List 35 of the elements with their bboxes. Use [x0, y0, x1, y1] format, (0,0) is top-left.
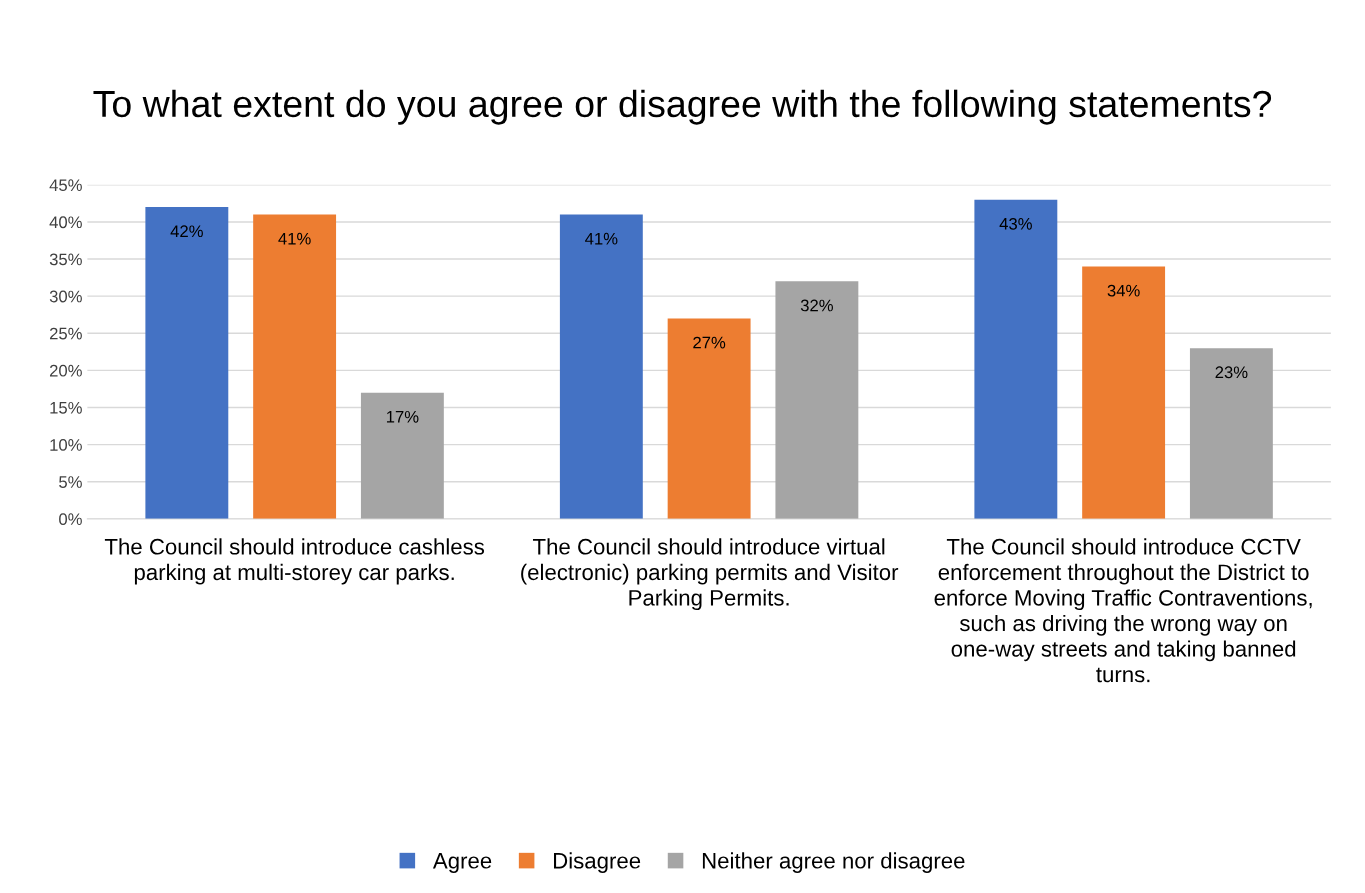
data-label: 41%: [278, 232, 311, 245]
data-label: 27%: [693, 336, 726, 349]
x-tick-label: The Council should introduce CCTV enforcement throughout the District to enforce Moving Traffic Contraventions, such as driving the wrong way on one-way streets and taking banned turns.: [934, 538, 1312, 683]
x-tick-label: The Council should introduce cashless parking at multi-storey car parks.: [104, 538, 485, 585]
y-tick-label: 30%: [49, 290, 82, 303]
bar: [974, 199, 1058, 519]
legend-label: Agree: [432, 853, 492, 873]
data-label: 23%: [1215, 366, 1248, 379]
data-label: 41%: [585, 232, 618, 245]
y-tick-label: 45%: [49, 179, 82, 192]
data-label: 17%: [386, 410, 419, 423]
bar: [145, 207, 229, 519]
bar: [559, 214, 643, 519]
y-tick-label: 40%: [49, 216, 82, 229]
y-tick-label: 5%: [59, 476, 82, 488]
y-tick-label: 25%: [49, 327, 82, 340]
data-label: 32%: [800, 299, 833, 312]
data-label: 42%: [170, 225, 203, 238]
chart-title: To what extent do you agree or disagree with the following statements?: [93, 89, 1272, 125]
bar: [667, 318, 751, 519]
bar: [253, 214, 337, 519]
bar: [1189, 348, 1273, 519]
y-tick-label: 20%: [49, 364, 82, 377]
bar: [1082, 266, 1166, 519]
legend-label: Neither agree nor disagree: [702, 852, 965, 873]
y-tick-label: 15%: [50, 401, 82, 414]
x-tick-label: The Council should introduce virtual (electronic) parking permits and Visitor Parking Permits.: [521, 538, 899, 611]
y-tick-label: 10%: [50, 439, 82, 451]
data-label: 43%: [999, 217, 1032, 230]
y-tick-label: 35%: [49, 253, 82, 266]
legend-label: Disagree: [554, 852, 641, 873]
bar: [360, 392, 444, 519]
data-label: 34%: [1107, 284, 1140, 297]
bar: [775, 281, 859, 519]
y-tick-label: 0%: [59, 513, 82, 526]
